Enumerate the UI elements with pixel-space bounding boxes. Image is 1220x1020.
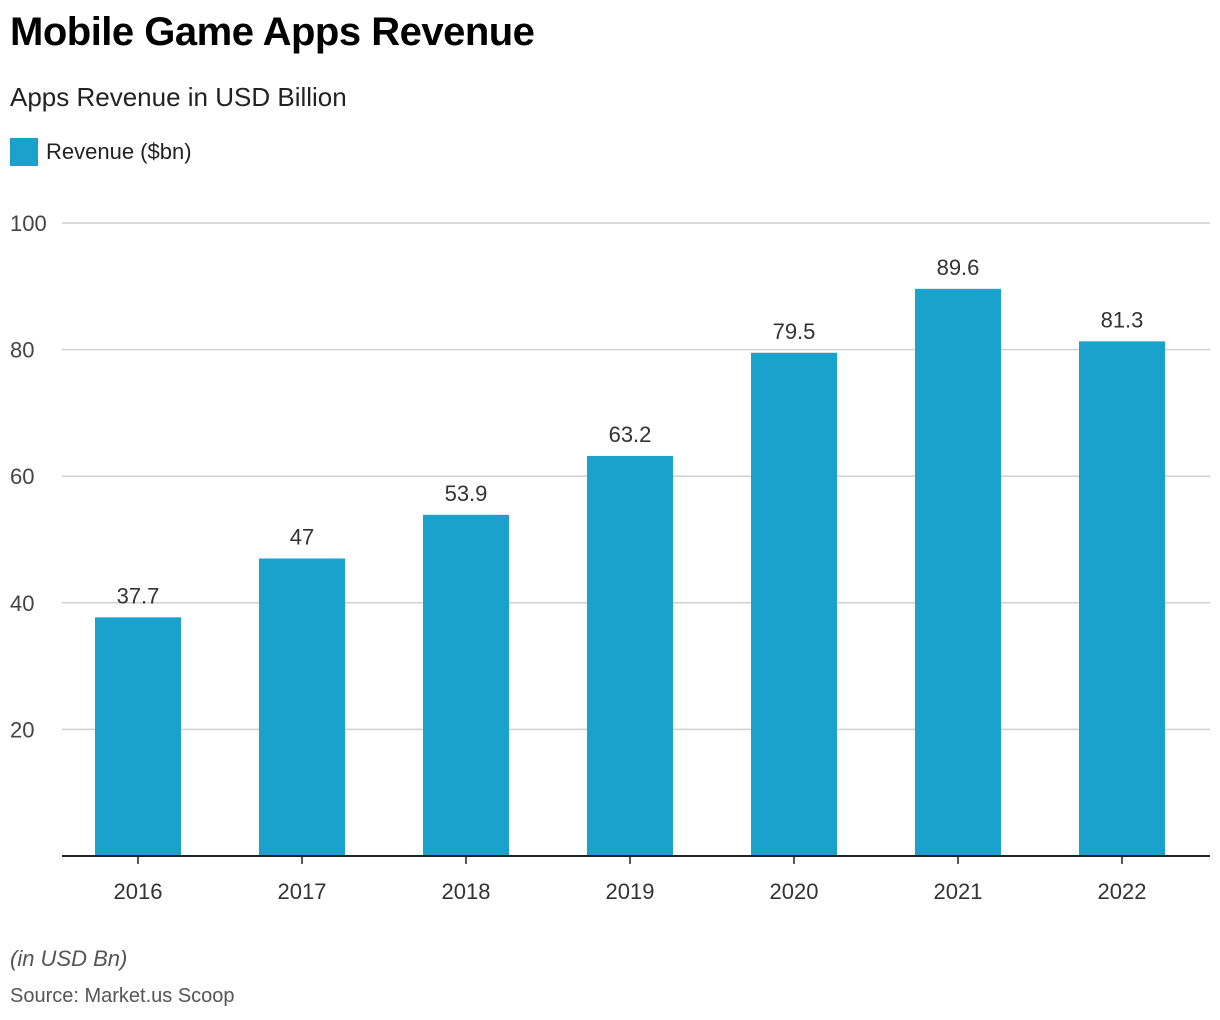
y-tick-label: 80 xyxy=(10,338,34,363)
bar-2019 xyxy=(587,455,673,856)
unit-note: (in USD Bn) xyxy=(10,946,128,971)
y-tick-label: 20 xyxy=(10,717,34,742)
x-tick-label: 2021 xyxy=(934,879,983,904)
y-tick-label: 100 xyxy=(10,211,47,236)
bar-2021 xyxy=(915,288,1001,856)
bar-2017 xyxy=(259,558,345,856)
legend-swatch xyxy=(10,138,38,166)
source-note: Source: Market.us Scoop xyxy=(10,985,235,1007)
y-tick-label: 60 xyxy=(10,464,34,489)
y-tick-label: 40 xyxy=(10,591,34,616)
x-tick-label: 2020 xyxy=(770,879,819,904)
data-label: 79.5 xyxy=(773,319,816,344)
data-label: 47 xyxy=(290,524,314,549)
x-tick-label: 2022 xyxy=(1098,879,1147,904)
legend: Revenue ($bn) xyxy=(10,138,192,166)
bar-2018 xyxy=(423,514,509,856)
data-label: 63.2 xyxy=(609,422,652,447)
chart-title: Mobile Game Apps Revenue xyxy=(10,10,535,54)
data-label: 37.7 xyxy=(117,583,160,608)
bar-2022 xyxy=(1079,341,1165,857)
bar-2016 xyxy=(95,617,181,856)
data-label: 53.9 xyxy=(445,481,488,506)
x-tick-label: 2016 xyxy=(114,879,163,904)
x-tick-label: 2019 xyxy=(606,879,655,904)
x-tick-label: 2017 xyxy=(278,879,327,904)
bar-2020 xyxy=(751,352,837,856)
legend-label: Revenue ($bn) xyxy=(46,139,192,164)
x-tick-label: 2018 xyxy=(442,879,491,904)
data-label: 89.6 xyxy=(937,255,980,280)
chart-subtitle: Apps Revenue in USD Billion xyxy=(10,82,347,112)
data-label: 81.3 xyxy=(1101,307,1144,332)
